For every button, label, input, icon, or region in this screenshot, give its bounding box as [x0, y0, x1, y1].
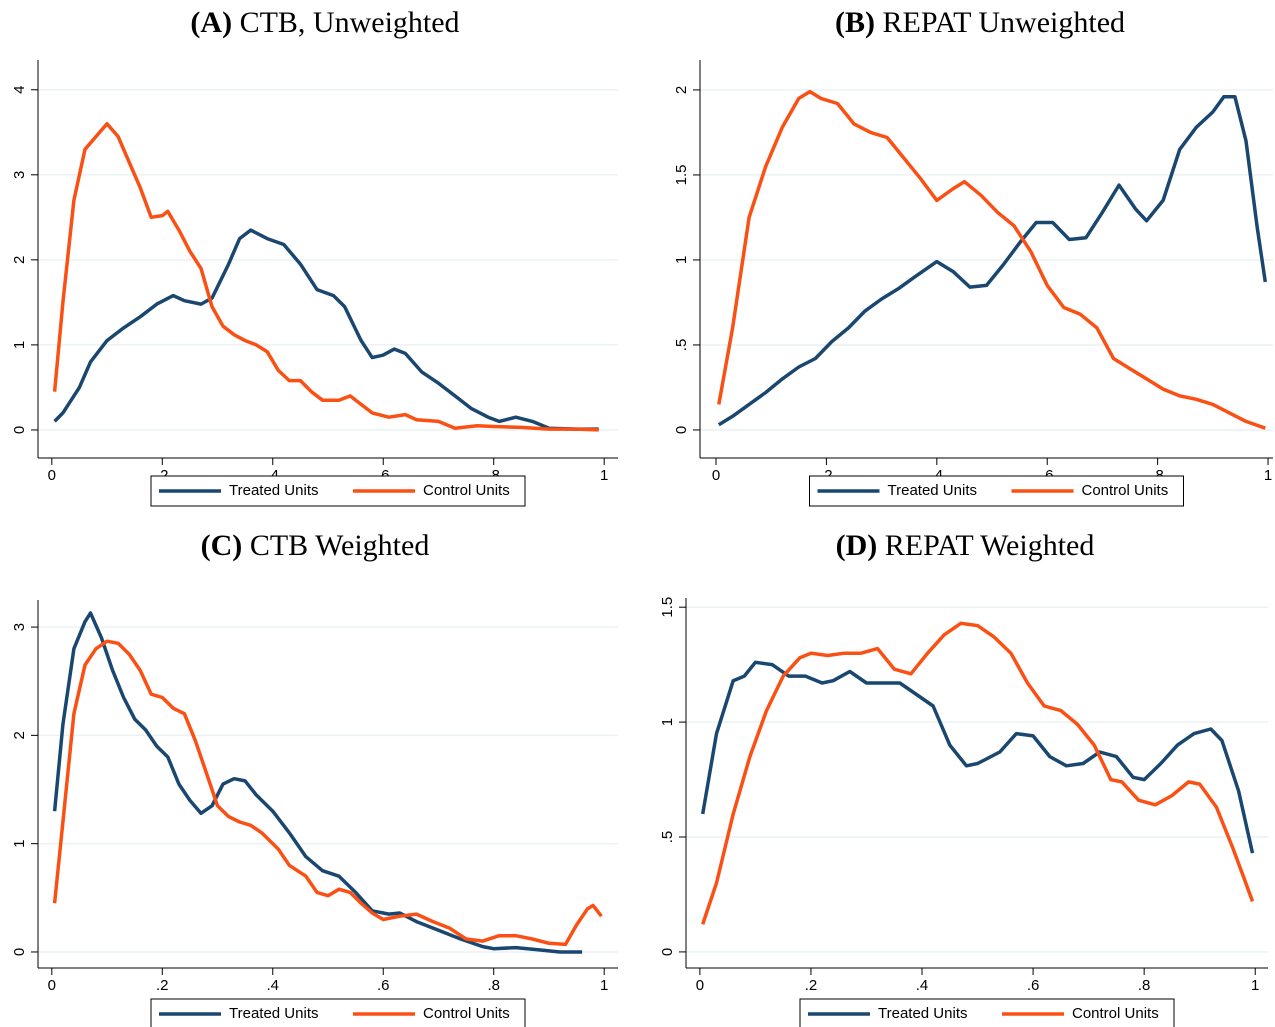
panel-name: REPAT Unweighted	[882, 6, 1125, 39]
y-tick-label: 1	[673, 256, 690, 264]
y-tick-label: 0	[11, 948, 28, 956]
panel: (C) CTB Weighted 0 1 2 3 0 .2 .4 .6 .8 1 Treated Un…	[11, 529, 618, 1027]
panel-label: (A)	[190, 6, 232, 39]
panel-title: (C) CTB Weighted	[201, 529, 430, 562]
x-tick-label: .8	[1138, 977, 1151, 994]
line-series	[52, 639, 603, 947]
y-tick-label: 1	[11, 840, 28, 848]
legend-label: Control Units	[423, 482, 510, 499]
line-series	[717, 94, 1268, 427]
legend: Treated Units Control Units	[150, 998, 526, 1027]
x-tick-label: 1	[1264, 467, 1272, 484]
y-tick-label: 3	[11, 623, 28, 631]
x-tick-label: 0	[712, 467, 720, 484]
x-tick-label: 0	[48, 467, 56, 484]
legend-label: Control Units	[423, 1005, 510, 1022]
line-series	[52, 122, 599, 432]
legend: Treated Units Control Units	[809, 475, 1184, 507]
legend-label: Control Units	[1082, 482, 1169, 499]
x-tick-label: 1	[1251, 977, 1259, 994]
x-tick-label: 1	[600, 467, 608, 484]
y-tick-label: 1	[659, 718, 676, 726]
legend-label: Treated Units	[878, 1005, 967, 1022]
x-tick-label: 1	[600, 977, 608, 994]
panel-name: CTB, Unweighted	[240, 6, 460, 39]
x-tick-label: 0	[48, 977, 56, 994]
legend: Treated Units Control Units	[150, 475, 526, 507]
panel-title: (A) CTB, Unweighted	[190, 6, 459, 39]
y-tick-label: 3	[11, 171, 28, 179]
legend-label: Treated Units	[229, 482, 318, 499]
x-tick-label: .4	[267, 977, 280, 994]
x-tick-label: 0	[696, 977, 704, 994]
legend-label: Control Units	[1072, 1005, 1159, 1022]
y-tick-label: 0	[659, 948, 676, 956]
legend: Treated Units Control Units	[799, 998, 1175, 1027]
panel-name: REPAT Weighted	[885, 529, 1095, 562]
y-tick-label: 1.5	[659, 597, 676, 618]
y-tick-label: 2	[11, 731, 28, 739]
x-tick-label: .2	[156, 977, 169, 994]
x-tick-label: .8	[487, 977, 500, 994]
line-series	[717, 89, 1266, 430]
y-tick-label: 4	[11, 86, 28, 94]
panel-label: (C)	[201, 529, 243, 562]
x-tick-label: .6	[377, 977, 390, 994]
y-tick-label: .5	[673, 339, 690, 352]
y-tick-label: 0	[11, 426, 28, 434]
panel-name: CTB Weighted	[250, 529, 430, 562]
x-tick-label: .6	[1027, 977, 1040, 994]
y-tick-label: 1.5	[673, 164, 690, 185]
y-tick-label: 2	[11, 256, 28, 264]
line-series	[53, 228, 599, 431]
x-tick-label: .2	[805, 977, 818, 994]
panel: (D) REPAT Weighted 0 .5 1 1.5 0 .2 .4 .6 .8 1 Treat…	[659, 529, 1268, 1027]
y-tick-label: .5	[659, 831, 676, 844]
line-series	[700, 660, 1255, 854]
x-tick-label: .4	[916, 977, 929, 994]
line-series	[52, 611, 583, 954]
legend-label: Treated Units	[888, 482, 977, 499]
panel-label: (B)	[835, 6, 875, 39]
panel-title: (B) REPAT Unweighted	[835, 6, 1125, 39]
line-series	[701, 621, 1255, 925]
y-tick-label: 0	[673, 426, 690, 434]
legend-label: Treated Units	[229, 1005, 318, 1022]
legend-box	[150, 998, 526, 1027]
y-tick-label: 1	[11, 341, 28, 349]
panel-title: (D) REPAT Weighted	[836, 529, 1095, 562]
y-tick-label: 2	[673, 86, 690, 94]
panel-label: (D)	[836, 529, 878, 562]
